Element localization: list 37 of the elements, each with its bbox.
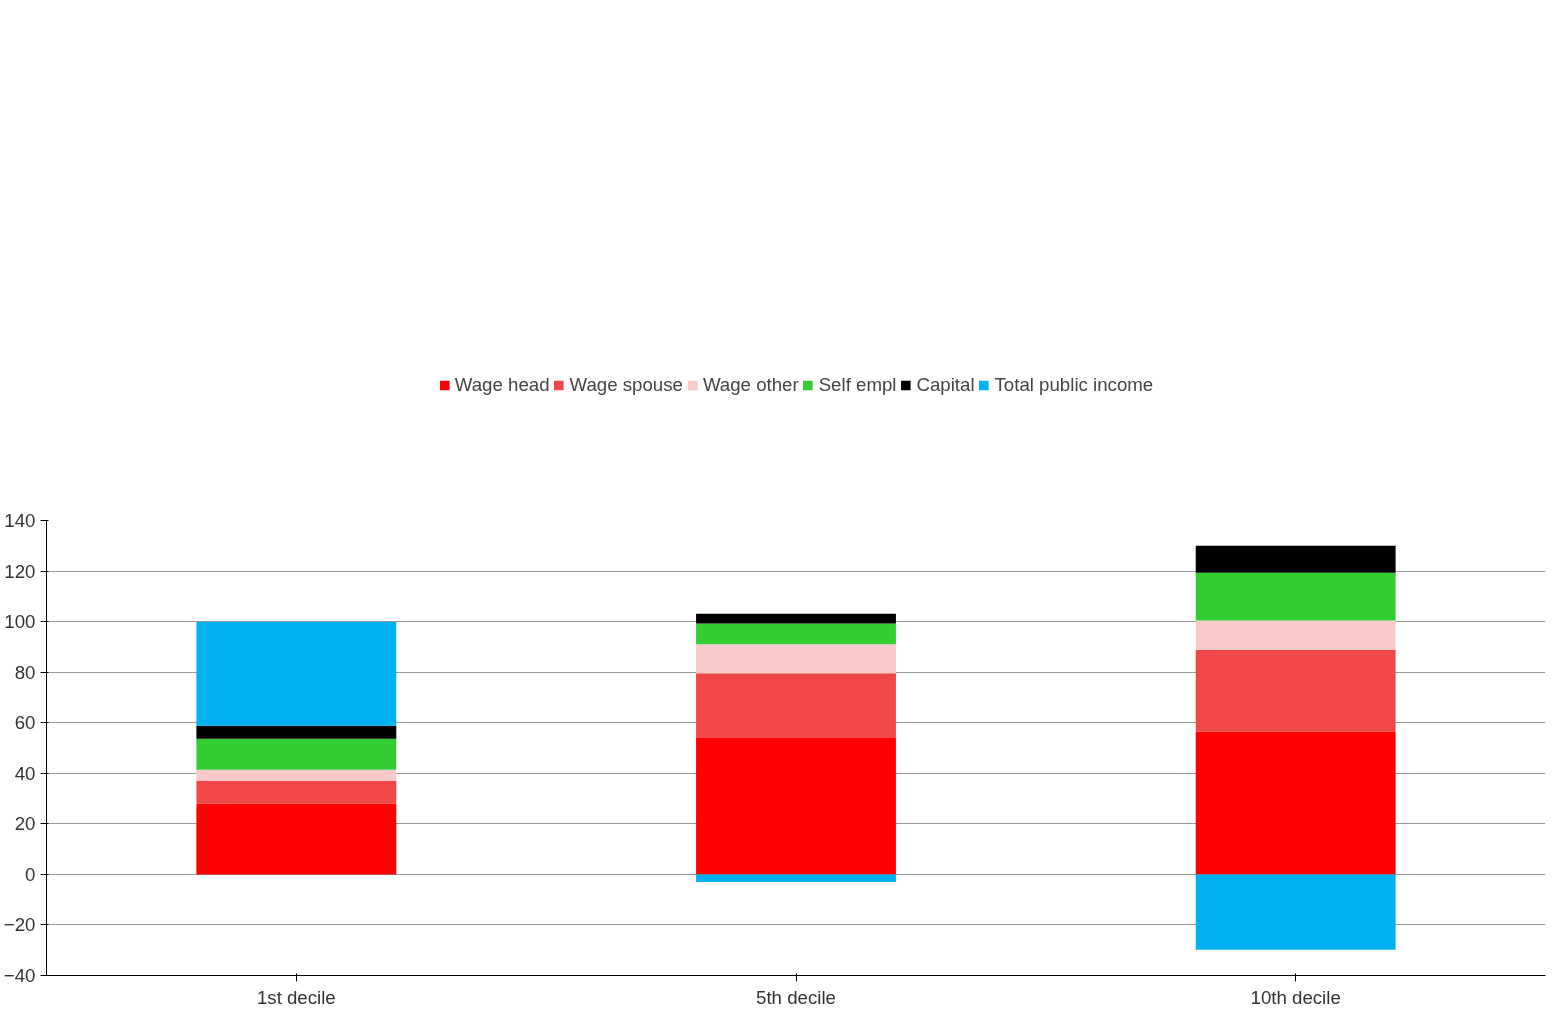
x-tick-label: 1st decile — [256, 986, 336, 1008]
y-tick-label: 80 — [14, 661, 36, 683]
bar — [696, 673, 896, 738]
bar — [196, 622, 397, 726]
bar — [696, 613, 896, 624]
legend-label: Wage spouse — [569, 373, 683, 396]
bar — [1195, 545, 1396, 573]
legend-label: Capital — [916, 373, 975, 396]
legend-label: Wage head — [454, 373, 550, 396]
y-tick-label: 40 — [14, 762, 36, 784]
bar — [196, 780, 397, 804]
y-tick-label: −20 — [3, 914, 36, 936]
bar — [196, 725, 397, 739]
y-tick-label: 20 — [14, 813, 36, 835]
bar — [196, 803, 397, 875]
bar — [1195, 731, 1396, 875]
bar — [696, 737, 896, 875]
bar — [1195, 620, 1396, 650]
bar — [1195, 649, 1396, 732]
bar — [1195, 572, 1396, 621]
y-tick-label: 60 — [14, 712, 36, 734]
legend-label: Self empl — [818, 373, 897, 396]
bar — [196, 769, 397, 781]
x-tick-label: 10th decile — [1250, 986, 1341, 1008]
x-tick-label: 5th decile — [756, 986, 836, 1008]
y-tick-label: 140 — [4, 510, 36, 531]
legend-label: Total public income — [994, 373, 1154, 396]
legend-label: Wage other — [702, 373, 799, 396]
y-tick-label: 120 — [4, 560, 36, 582]
bar — [696, 623, 896, 645]
bar — [1195, 874, 1396, 950]
bar — [696, 644, 896, 674]
y-tick-label: −40 — [3, 965, 36, 986]
bar — [696, 874, 896, 882]
y-tick-label: 100 — [4, 611, 36, 633]
y-tick-label: 0 — [25, 863, 36, 885]
bar — [196, 738, 397, 770]
